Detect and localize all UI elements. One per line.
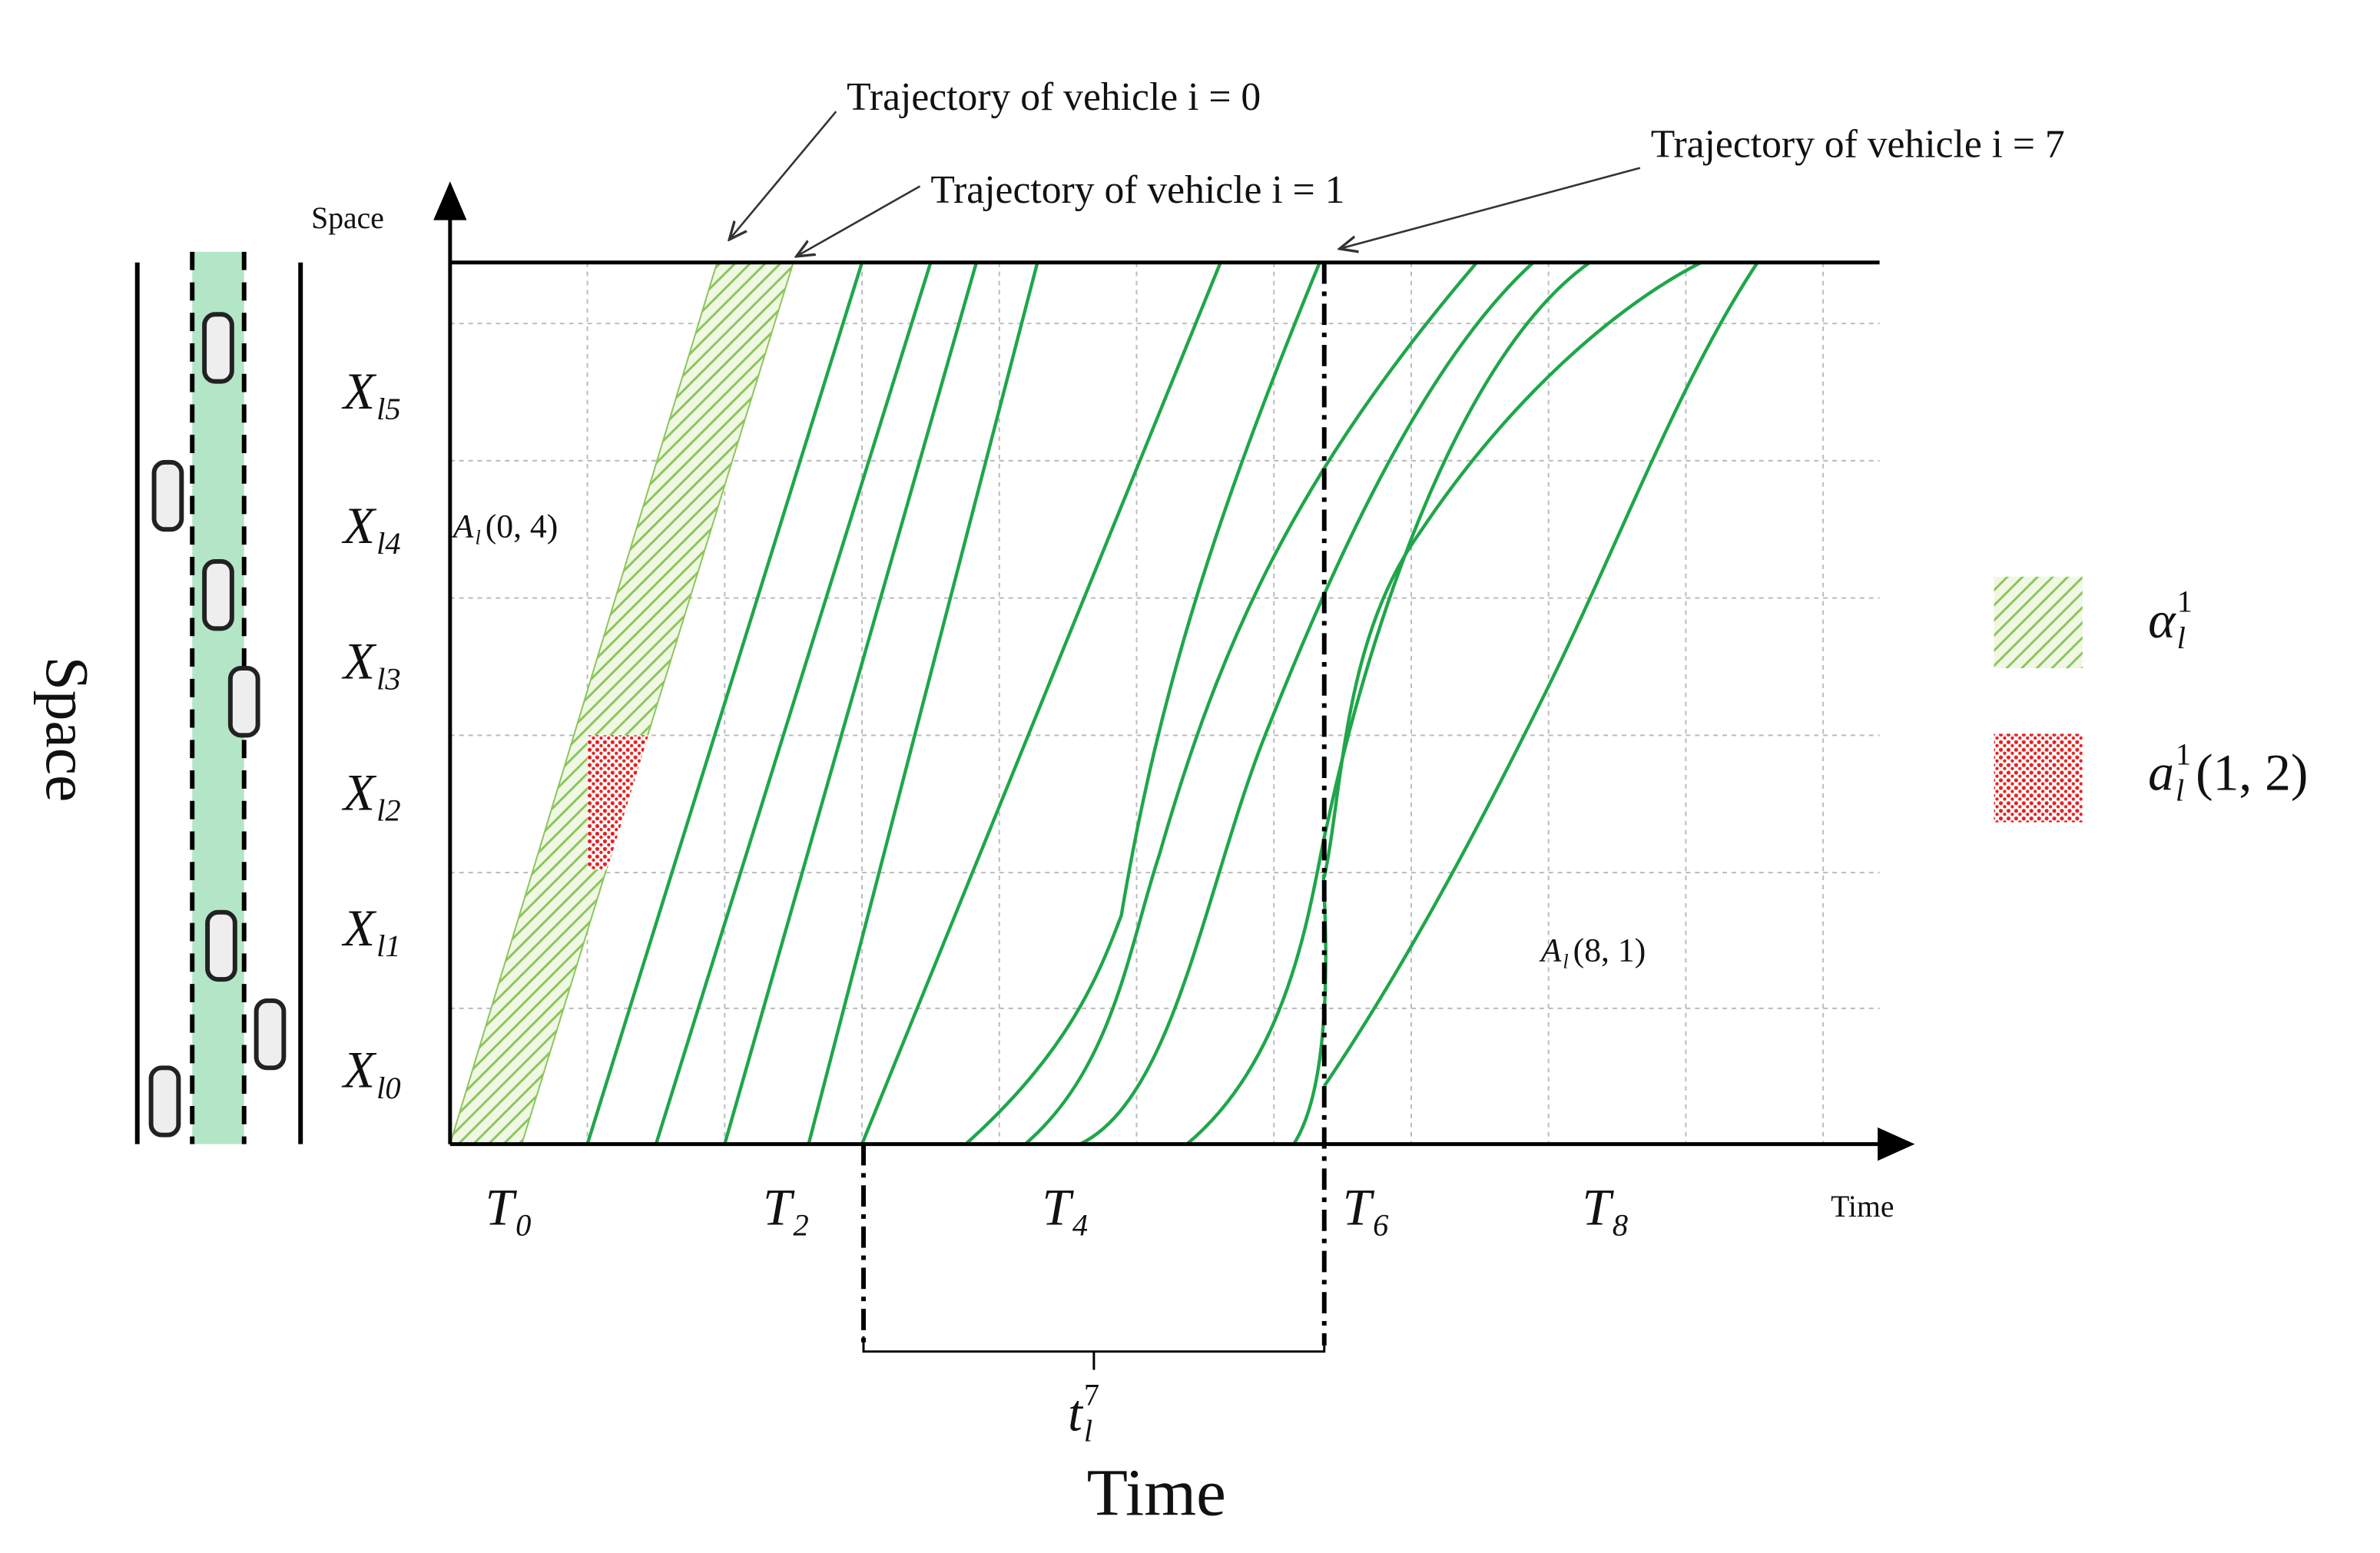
y-label-base: X xyxy=(341,363,377,420)
legend-label-sup: 1 xyxy=(2177,584,2193,619)
y-label-sub: l4 xyxy=(376,526,401,561)
x-label-base: T xyxy=(1582,1178,1614,1236)
legend-label-base: α xyxy=(2148,591,2176,649)
legend-swatch xyxy=(1994,733,2083,823)
legend-swatch xyxy=(1994,576,2083,669)
duration-label-base: t xyxy=(1068,1385,1084,1442)
y-label-sub: l0 xyxy=(376,1071,401,1105)
dotted-region xyxy=(587,735,649,870)
y-label-base: X xyxy=(341,899,377,957)
duration-label-sup: 7 xyxy=(1084,1377,1099,1412)
x-label-base: T xyxy=(1343,1178,1375,1236)
x-label-sub: 4 xyxy=(1072,1208,1088,1243)
x-label-sub: 2 xyxy=(793,1208,808,1243)
annotation-arrows xyxy=(729,111,1641,257)
legend-label-sub: l xyxy=(2176,773,2184,808)
road xyxy=(134,251,303,1144)
legend-label-base: a xyxy=(2148,743,2174,801)
y-label-sub: l1 xyxy=(376,929,401,963)
legend-label-args: (1, 2) xyxy=(2196,743,2308,801)
hatched-trajectory xyxy=(449,261,795,1145)
region-label-base: A xyxy=(1539,932,1562,969)
y-label-sub: l2 xyxy=(376,793,401,827)
annotation: Trajectory of vehicle i = 1 xyxy=(930,168,1344,212)
outer-label: Time xyxy=(1087,1455,1226,1529)
annotation: Trajectory of vehicle i = 0 xyxy=(847,75,1261,119)
region-label-sub: l xyxy=(1563,950,1568,972)
axis-label: Space xyxy=(311,201,384,235)
x-label-sub: 0 xyxy=(515,1208,531,1243)
legend-label-sub: l xyxy=(2177,621,2186,655)
annotation: Trajectory of vehicle i = 7 xyxy=(1651,123,2065,167)
region-label-args: (8, 1) xyxy=(1573,932,1646,969)
y-label-base: X xyxy=(341,633,377,690)
region-label-base: A xyxy=(451,508,474,545)
duration-label-sub: l xyxy=(1084,1414,1092,1449)
axes xyxy=(433,181,1915,1370)
trajectories xyxy=(585,260,1759,1146)
legend-label-sup: 1 xyxy=(2176,737,2191,771)
region-label-sub: l xyxy=(475,526,480,548)
y-label-sub: l3 xyxy=(376,662,401,697)
region-label-args: (0, 4) xyxy=(486,508,559,545)
x-label-sub: 6 xyxy=(1373,1208,1389,1243)
y-label-base: X xyxy=(341,763,377,821)
x-label-base: T xyxy=(486,1178,518,1236)
y-label-base: X xyxy=(341,497,377,555)
x-label-base: T xyxy=(763,1178,795,1236)
x-label-base: T xyxy=(1042,1178,1074,1236)
outer-label: Space xyxy=(33,657,101,803)
y-label-base: X xyxy=(341,1041,377,1099)
y-label-sub: l5 xyxy=(376,392,401,426)
axis-label: Time xyxy=(1831,1190,1894,1224)
x-label-sub: 8 xyxy=(1613,1208,1628,1243)
grid xyxy=(449,262,1880,1144)
